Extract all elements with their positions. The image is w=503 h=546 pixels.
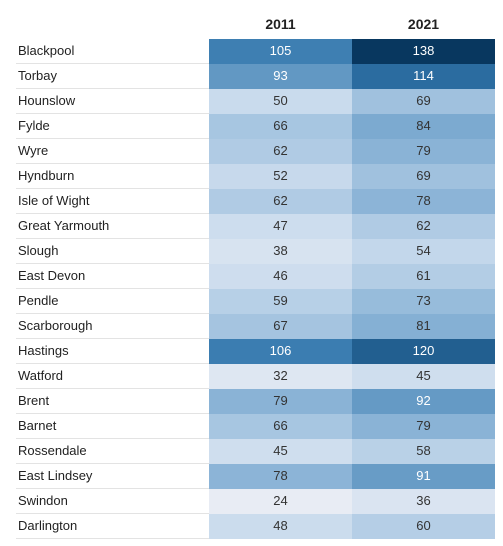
heatmap-cell: 79	[352, 139, 495, 164]
heatmap-cell: 52	[209, 164, 352, 189]
table-row: East Devon 46 61	[16, 264, 495, 289]
heatmap-cell: 92	[352, 389, 495, 414]
heatmap-cell: 69	[352, 164, 495, 189]
heatmap-cell: 91	[352, 464, 495, 489]
heatmap-cell: 106	[209, 339, 352, 364]
table-row: Hyndburn 52 69	[16, 164, 495, 189]
heatmap-cell: 32	[209, 364, 352, 389]
column-header-2011: 2011	[265, 16, 296, 32]
heatmap-cell: 73	[352, 289, 495, 314]
row-label: Hastings	[18, 343, 69, 358]
row-label: Slough	[18, 243, 59, 258]
heatmap-cell: 81	[352, 314, 495, 339]
row-label: Rossendale	[18, 443, 87, 458]
table-row: Fylde 66 84	[16, 114, 495, 139]
heatmap-cell: 38	[209, 239, 352, 264]
heatmap-cell: 36	[352, 489, 495, 514]
heatmap-cell: 105	[209, 39, 352, 64]
table-row: Wyre 62 79	[16, 139, 495, 164]
heatmap-cell: 60	[352, 514, 495, 539]
row-label: Scarborough	[18, 318, 93, 333]
row-label: Watford	[18, 368, 64, 383]
row-label: Barnet	[18, 418, 57, 433]
column-header-2021: 2021	[407, 16, 440, 32]
row-label: Fylde	[18, 118, 50, 133]
heatmap-cell: 45	[209, 439, 352, 464]
row-label: Hounslow	[18, 93, 76, 108]
heatmap-cell: 79	[352, 414, 495, 439]
row-label: Brent	[18, 393, 50, 408]
row-label: East Devon	[18, 268, 86, 283]
heatmap-cell: 66	[209, 414, 352, 439]
heatmap-cell: 78	[209, 464, 352, 489]
heatmap-cell: 47	[209, 214, 352, 239]
heatmap-cell: 78	[352, 189, 495, 214]
table-row: Swindon 24 36	[16, 489, 495, 514]
heatmap-cell: 62	[209, 139, 352, 164]
table-row: Rossendale 45 58	[16, 439, 495, 464]
table-row: Watford 32 45	[16, 364, 495, 389]
table-row: Torbay 93 114	[16, 64, 495, 89]
heatmap-cell: 61	[352, 264, 495, 289]
row-label: Great Yarmouth	[18, 218, 110, 233]
heatmap-cell: 62	[209, 189, 352, 214]
heatmap-cell: 138	[352, 39, 495, 64]
table-row: Great Yarmouth 47 62	[16, 214, 495, 239]
row-label: Isle of Wight	[18, 193, 90, 208]
table-row: Hounslow 50 69	[16, 89, 495, 114]
row-label: Pendle	[18, 293, 59, 308]
table-row: Scarborough 67 81	[16, 314, 495, 339]
row-label: Wyre	[18, 143, 49, 158]
table-row: Slough 38 54	[16, 239, 495, 264]
table-row: Hastings 106 120	[16, 339, 495, 364]
heatmap-cell: 46	[209, 264, 352, 289]
table-row: Pendle 59 73	[16, 289, 495, 314]
heatmap-cell: 69	[352, 89, 495, 114]
row-label: Hyndburn	[18, 168, 75, 183]
row-label: Darlington	[18, 518, 78, 533]
heatmap-cell: 120	[352, 339, 495, 364]
heatmap-cell: 62	[352, 214, 495, 239]
heatmap-cell: 66	[209, 114, 352, 139]
table-row: Barnet 66 79	[16, 414, 495, 439]
heatmap-cell: 54	[352, 239, 495, 264]
heatmap-cell: 58	[352, 439, 495, 464]
heatmap-cell: 79	[209, 389, 352, 414]
heatmap-cell: 114	[352, 64, 495, 89]
heatmap-cell: 93	[209, 64, 352, 89]
heatmap-cell: 24	[209, 489, 352, 514]
row-label: Torbay	[18, 68, 58, 83]
row-label: East Lindsey	[18, 468, 93, 483]
table-row: Isle of Wight 62 78	[16, 189, 495, 214]
table-row: Brent 79 92	[16, 389, 495, 414]
table-row: Darlington 48 60	[16, 514, 495, 539]
heatmap-cell: 59	[209, 289, 352, 314]
heatmap-cell: 45	[352, 364, 495, 389]
heatmap-cell: 50	[209, 89, 352, 114]
row-label: Blackpool	[18, 43, 75, 58]
table-row: East Lindsey 78 91	[16, 464, 495, 489]
heatmap-cell: 67	[209, 314, 352, 339]
table-row: Blackpool 105 138	[16, 39, 495, 64]
heatmap-cell: 48	[209, 514, 352, 539]
heatmap-cell: 84	[352, 114, 495, 139]
row-label: Swindon	[18, 493, 68, 508]
